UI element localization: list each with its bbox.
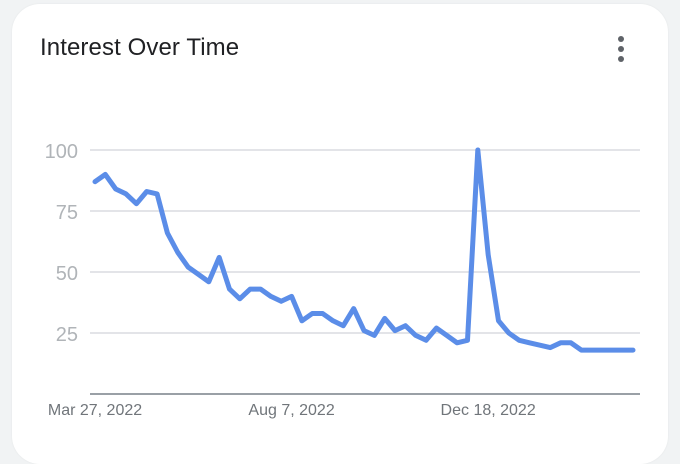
x-tick-label: Dec 18, 2022 [441,402,536,419]
data-point [238,297,242,301]
data-point [528,341,532,345]
data-point [579,348,583,352]
data-point [300,319,304,323]
more-vert-icon[interactable] [610,34,632,64]
data-point [497,319,501,323]
y-tick-label: 25 [56,324,78,346]
data-point [279,299,283,303]
chart-title: Interest Over Time [40,34,240,61]
data-point [372,333,376,337]
data-point [590,348,594,352]
data-point [352,307,356,311]
chart-card [12,4,668,464]
data-point [186,265,190,269]
x-tick-label: Aug 7, 2022 [248,402,334,419]
data-point [383,316,387,320]
data-point [103,172,107,176]
data-point [476,148,480,152]
data-point [548,346,552,350]
data-point [538,343,542,347]
data-point [134,202,138,206]
data-point [269,294,273,298]
data-point [631,348,635,352]
data-point [145,189,149,193]
y-tick-label: 50 [56,263,78,285]
data-point [610,348,614,352]
data-point [176,250,180,254]
y-tick-label: 75 [56,202,78,224]
data-point [217,255,221,259]
data-point [559,341,563,345]
data-point [621,348,625,352]
data-point [114,187,118,191]
data-point [600,348,604,352]
data-point [455,341,459,345]
data-point [248,287,252,291]
data-point [290,294,294,298]
data-point [486,253,490,257]
data-point [93,180,97,184]
data-point [341,324,345,328]
data-point [228,287,232,291]
data-point [434,326,438,330]
data-point [207,280,211,284]
data-point [445,333,449,337]
data-point [403,324,407,328]
data-point [155,192,159,196]
data-point [569,341,573,345]
data-point [362,329,366,333]
data-point [424,338,428,342]
x-tick-label: Mar 27, 2022 [48,402,142,419]
y-tick-label: 100 [45,141,78,163]
data-point [310,311,314,315]
data-point [321,311,325,315]
data-point [259,287,263,291]
data-point [414,333,418,337]
line-chart: 25 50 75 100 Mar 27, 2022 Aug 7, 2022 Dec 18, … [45,141,640,419]
data-point [507,331,511,335]
data-point [124,192,128,196]
data-point [196,272,200,276]
data-point [465,338,469,342]
data-point [393,329,397,333]
data-point [165,231,169,235]
data-point [331,319,335,323]
series-line [92,147,636,353]
data-point [517,338,521,342]
